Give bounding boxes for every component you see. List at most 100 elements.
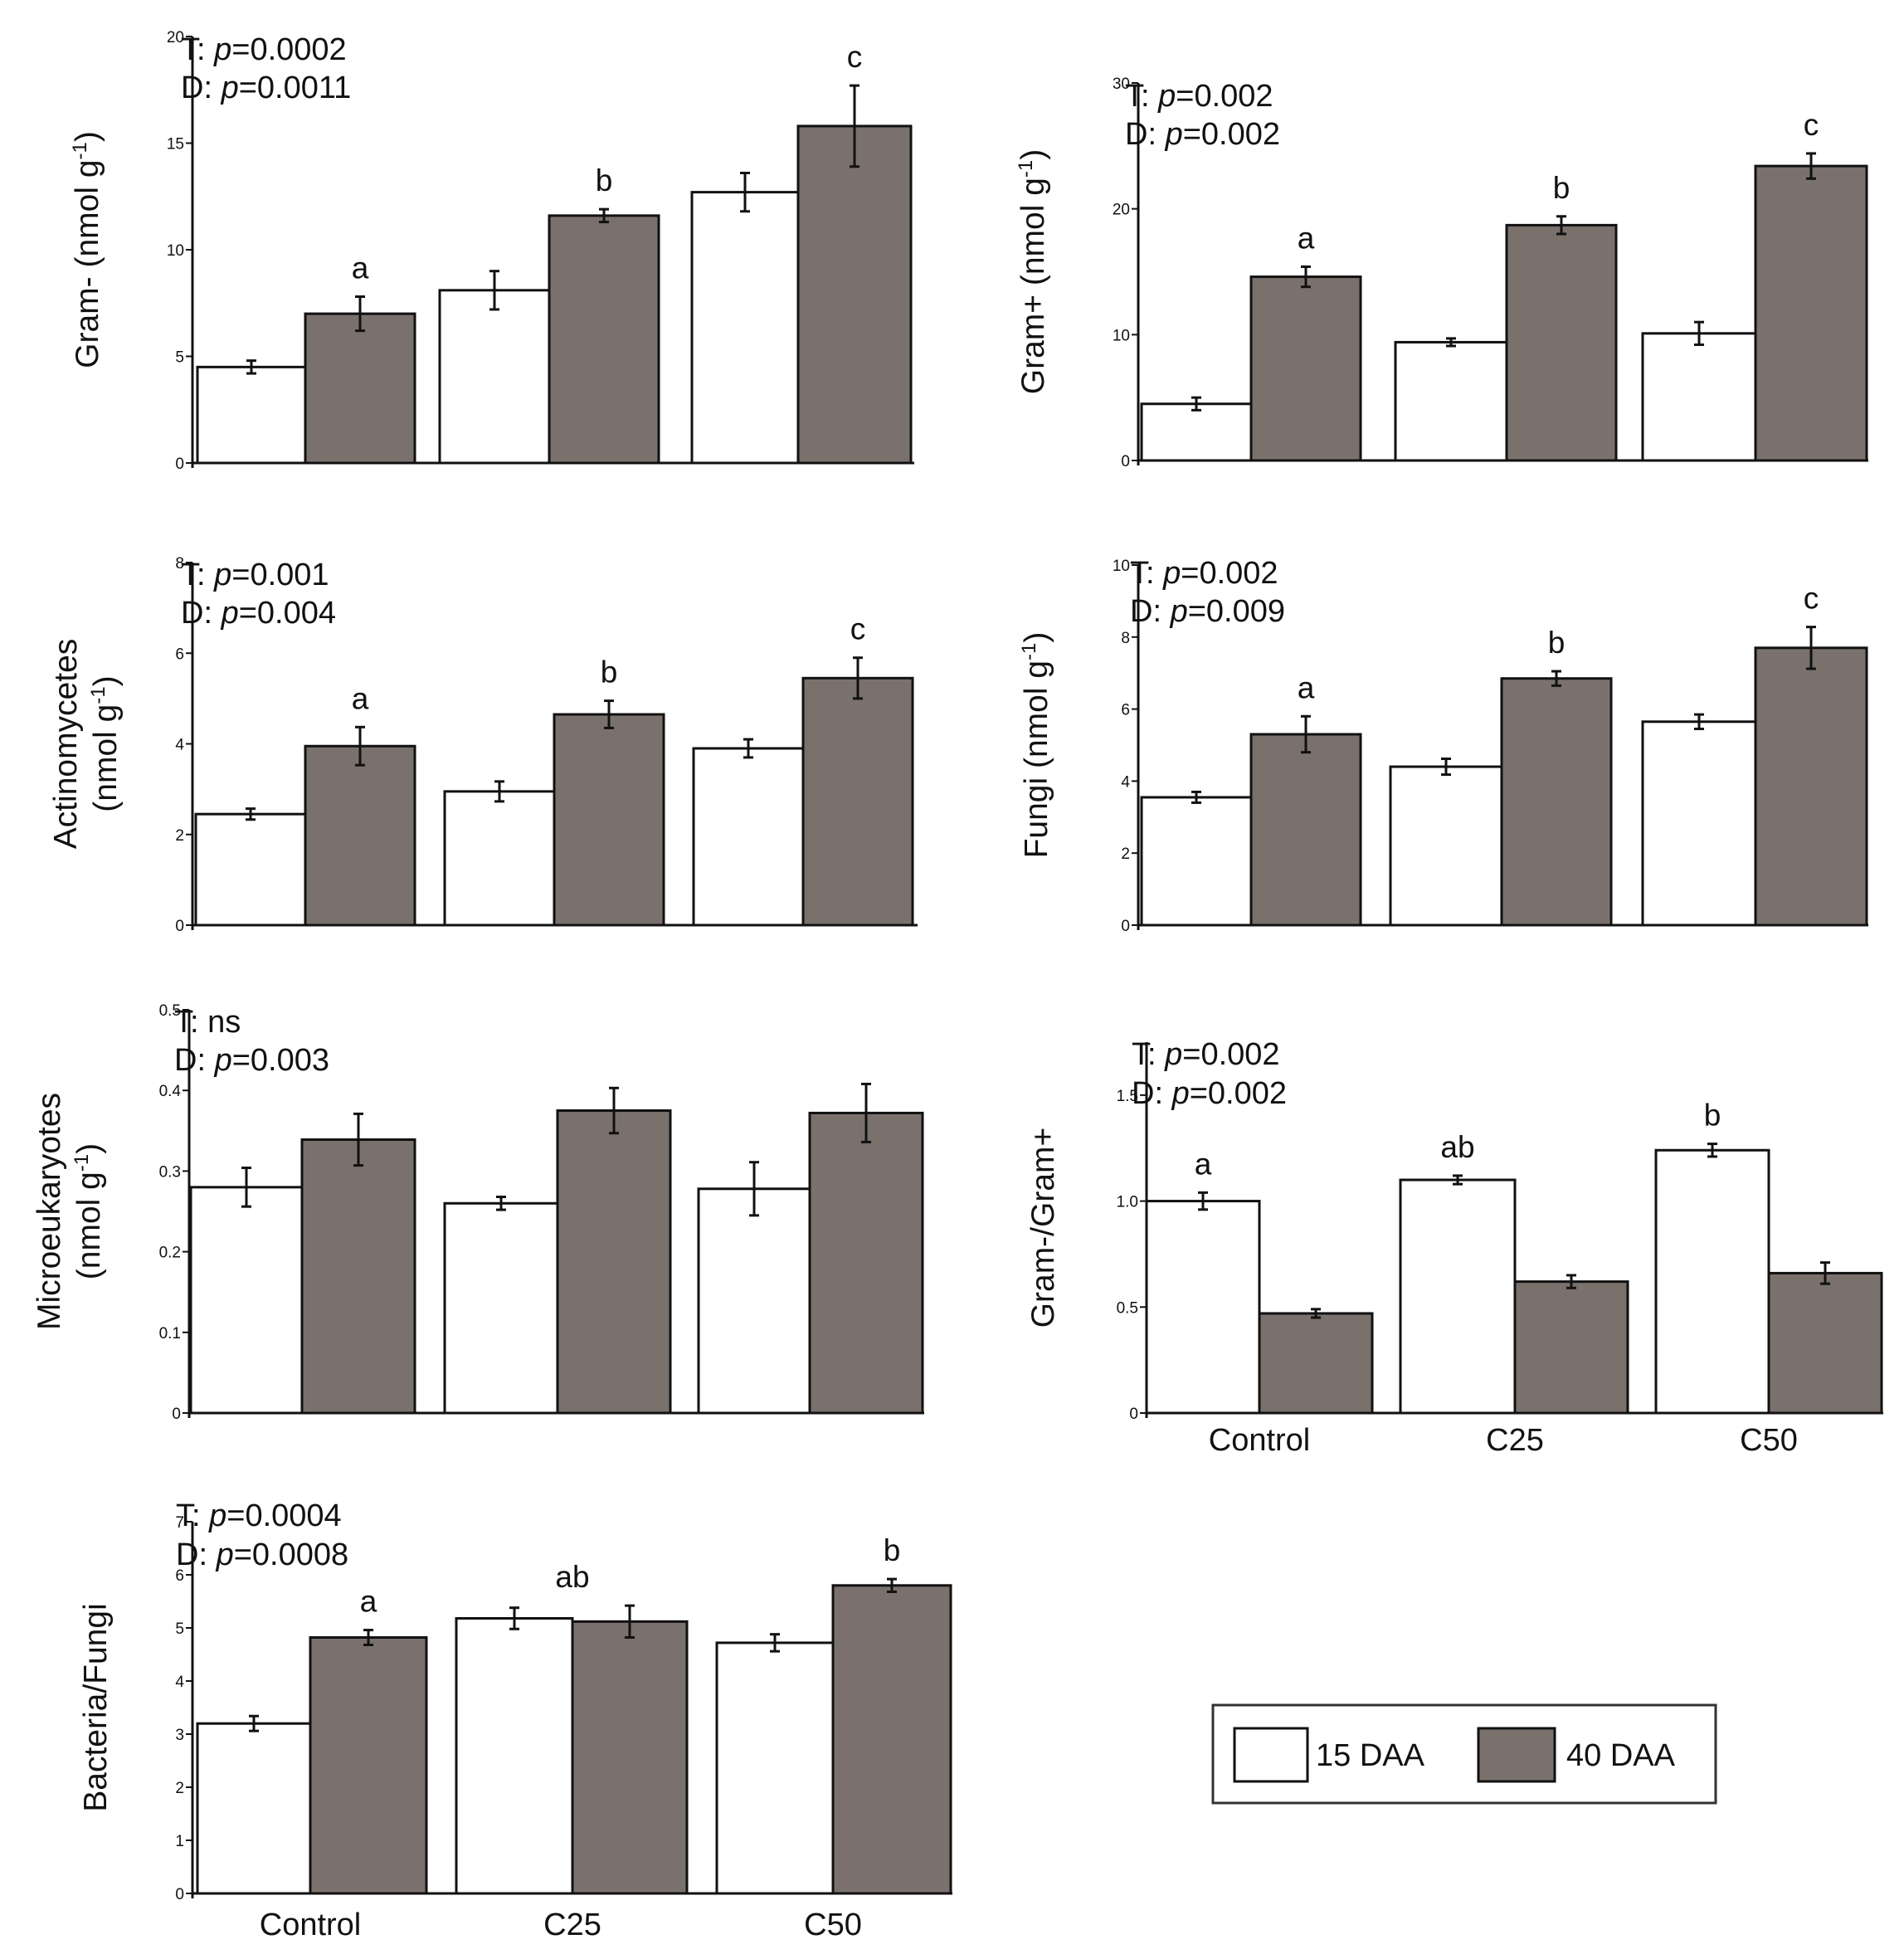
stat-factor: D: bbox=[181, 71, 222, 105]
bar-microeukaryotes-c25-s0 bbox=[443, 1201, 559, 1415]
significance-letter-ratio-bf-2: b bbox=[884, 1533, 901, 1567]
y-axis-label-text: ) bbox=[1015, 149, 1051, 160]
y-axis-label-text: (nmol g bbox=[88, 704, 124, 812]
stat-value: =0.002 bbox=[1176, 79, 1273, 114]
stat-value: =0.002 bbox=[1190, 1076, 1287, 1111]
bar-ratio-bf-c25-s0 bbox=[455, 1616, 574, 1895]
stat-value: =0.0002 bbox=[231, 32, 346, 67]
y-tick-label-microeukaryotes-0: 0 bbox=[172, 1406, 181, 1423]
significance-letter-gram-pos-1: b bbox=[1553, 171, 1570, 205]
category-label-ratio-gram-c50: C50 bbox=[1740, 1423, 1798, 1458]
y-tick-label-microeukaryotes-2: 0.2 bbox=[159, 1245, 181, 1262]
y-tick-label-microeukaryotes-3: 0.3 bbox=[159, 1163, 181, 1181]
bar-actinomycetes-c25-s1 bbox=[553, 713, 665, 927]
y-tick-label-gram-pos-1: 10 bbox=[1113, 327, 1130, 344]
y-axis-label-ratio-bf: Bacteria/Fungi bbox=[78, 1603, 114, 1811]
y-axis-label-text: Gram+ (nmol g bbox=[1015, 178, 1051, 394]
bar-ratio-bf-control-s1 bbox=[309, 1636, 428, 1895]
stat-p-symbol: p bbox=[1157, 79, 1176, 114]
y-tick-label-microeukaryotes-1: 0.1 bbox=[159, 1325, 181, 1342]
bar-gram-pos-c50-s0 bbox=[1641, 332, 1757, 462]
y-tick-label-actinomycetes-2: 4 bbox=[175, 737, 184, 754]
y-axis-label-text: ) bbox=[70, 131, 105, 142]
stat-factor: D: bbox=[1130, 594, 1171, 629]
y-axis-label-superscript: -1 bbox=[71, 1154, 93, 1172]
y-tick-label-fungi-0: 0 bbox=[1121, 918, 1130, 935]
y-axis-label-actinomycetes: Actinomycetes bbox=[48, 639, 84, 850]
stat-p-symbol: p bbox=[221, 71, 239, 105]
y-axis-label-fungi: Fungi (nmol g-1) bbox=[1018, 632, 1054, 859]
stat-factor: T: bbox=[1132, 1037, 1165, 1072]
bar-gram-neg-control-s1 bbox=[304, 312, 416, 465]
significance-letter-ratio-bf-1: ab bbox=[555, 1560, 589, 1594]
y-tick-label-gram-neg-1: 5 bbox=[175, 349, 184, 367]
significance-letter-gram-pos-0: a bbox=[1298, 221, 1315, 255]
y-tick-label-actinomycetes-4: 8 bbox=[175, 555, 184, 573]
y-tick-label-ratio-bf-1: 1 bbox=[175, 1833, 184, 1850]
bar-fungi-c50-s0 bbox=[1641, 720, 1757, 927]
significance-letter-ratio-bf-0: a bbox=[360, 1585, 377, 1619]
y-tick-label-fungi-4: 8 bbox=[1121, 630, 1130, 647]
y-axis-label-text: Fungi (nmol g bbox=[1019, 660, 1054, 858]
stat-p-symbol: p bbox=[1171, 1076, 1190, 1111]
y-tick-label-fungi-1: 2 bbox=[1121, 845, 1130, 863]
y-tick-label-actinomycetes-1: 2 bbox=[175, 827, 184, 845]
stat-value: =0.002 bbox=[1182, 1037, 1279, 1072]
stat-line-microeukaryotes-1: D: p=0.003 bbox=[174, 1043, 329, 1078]
bar-gram-neg-c25-s1 bbox=[548, 214, 660, 465]
y-tick-label-actinomycetes-0: 0 bbox=[175, 918, 184, 935]
bar-actinomycetes-control-s0 bbox=[194, 812, 307, 927]
y-tick-label-microeukaryotes-5: 0.5 bbox=[159, 1002, 181, 1020]
stat-p-symbol: p bbox=[1162, 556, 1181, 591]
category-label-ratio-bf-c25: C25 bbox=[543, 1908, 601, 1942]
stat-value: =0.009 bbox=[1188, 594, 1285, 629]
bar-fungi-control-s1 bbox=[1249, 733, 1362, 927]
y-tick-label-gram-pos-2: 20 bbox=[1113, 202, 1130, 219]
legend-swatch-15daa bbox=[1233, 1727, 1309, 1783]
y-axis-label-microeukaryotes: Microeukaryotes bbox=[32, 1093, 67, 1330]
y-tick-label-ratio-gram-2: 1.0 bbox=[1117, 1194, 1138, 1211]
significance-letter-fungi-0: a bbox=[1298, 670, 1315, 704]
bar-ratio-bf-c25-s1 bbox=[571, 1620, 689, 1895]
stat-line-ratio-bf-1: D: p=0.0008 bbox=[176, 1537, 348, 1572]
significance-letter-fungi-1: b bbox=[1548, 626, 1566, 660]
y-tick-label-ratio-bf-0: 0 bbox=[175, 1886, 184, 1903]
legend-label-40daa: 40 DAA bbox=[1566, 1738, 1676, 1773]
stat-line-microeukaryotes-0: T: ns bbox=[174, 1005, 241, 1040]
category-label-ratio-bf-c50: C50 bbox=[804, 1908, 862, 1942]
stat-p-symbol: p bbox=[1170, 594, 1188, 629]
y-tick-label-gram-neg-4: 20 bbox=[167, 29, 184, 46]
y-tick-label-gram-pos-3: 30 bbox=[1113, 76, 1130, 93]
y-tick-label-fungi-3: 6 bbox=[1121, 702, 1130, 719]
bar-microeukaryotes-c50-s1 bbox=[808, 1111, 924, 1415]
legend-swatch-40daa bbox=[1477, 1727, 1556, 1783]
stat-p-symbol: p bbox=[213, 558, 231, 592]
significance-letter-ratio-gram-2: b bbox=[1704, 1099, 1721, 1133]
bar-ratio-bf-control-s0 bbox=[196, 1722, 312, 1895]
y-tick-label-ratio-gram-0: 0 bbox=[1129, 1406, 1138, 1423]
stat-value: =0.0004 bbox=[226, 1498, 341, 1533]
y-tick-label-gram-pos-0: 0 bbox=[1121, 453, 1130, 470]
y-axis-label-text: ) bbox=[88, 675, 124, 686]
y-axis-label-units-actinomycetes: (nmol g-1) bbox=[87, 675, 124, 811]
y-tick-label-ratio-bf-7: 7 bbox=[175, 1514, 184, 1532]
y-tick-label-ratio-bf-2: 2 bbox=[175, 1780, 184, 1797]
bar-microeukaryotes-control-s0 bbox=[189, 1186, 304, 1415]
y-tick-label-gram-neg-3: 15 bbox=[167, 136, 184, 153]
stat-value: =0.004 bbox=[239, 596, 336, 631]
y-axis-label-superscript: -1 bbox=[69, 142, 91, 159]
stat-p-symbol: p bbox=[208, 1498, 226, 1533]
y-axis-label-text: ) bbox=[1019, 632, 1054, 643]
significance-letter-gram-neg-1: b bbox=[596, 163, 613, 197]
stat-line-ratio-gram-1: D: p=0.002 bbox=[1132, 1076, 1287, 1111]
y-axis-label-superscript: -1 bbox=[87, 686, 110, 704]
stat-factor: T: bbox=[174, 1005, 207, 1040]
y-tick-label-ratio-bf-5: 5 bbox=[175, 1620, 184, 1638]
category-label-ratio-gram-control: Control bbox=[1209, 1423, 1311, 1458]
y-tick-label-ratio-bf-3: 3 bbox=[175, 1727, 184, 1744]
bar-actinomycetes-c50-s1 bbox=[801, 676, 914, 927]
bar-actinomycetes-control-s1 bbox=[304, 744, 416, 927]
